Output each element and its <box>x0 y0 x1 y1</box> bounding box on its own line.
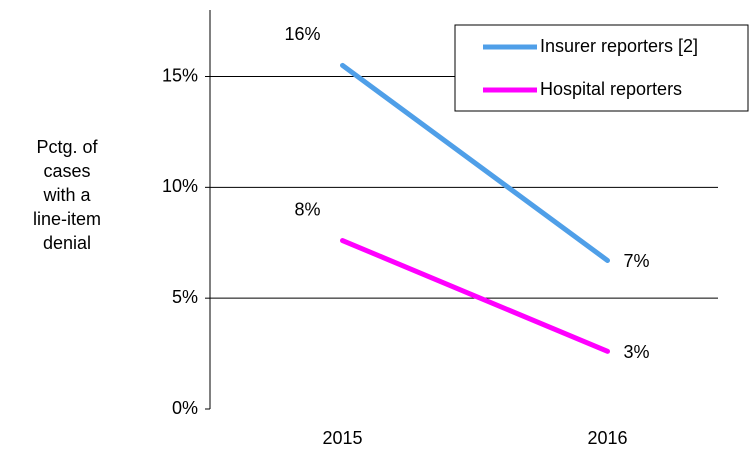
series-line <box>340 62 610 263</box>
data-label: 8% <box>294 199 320 219</box>
series-line <box>340 238 610 354</box>
y-axis-label-line: cases <box>43 161 90 181</box>
legend-label: Insurer reporters [2] <box>540 36 698 56</box>
y-tick-label: 5% <box>172 287 198 307</box>
legend-label: Hospital reporters <box>540 79 682 99</box>
y-axis-label-line: line-item <box>33 209 101 229</box>
x-tick-label: 2016 <box>587 428 627 448</box>
y-axis-label-line: denial <box>43 233 91 253</box>
y-axis-label-line: Pctg. of <box>36 137 98 157</box>
y-axis-label: Pctg. of cases with a line-item denial <box>33 137 101 253</box>
y-tick-label: 15% <box>162 65 198 85</box>
legend-box <box>454 24 749 112</box>
data-label: 16% <box>284 24 320 44</box>
data-label: 3% <box>624 342 650 362</box>
x-tick-label: 2015 <box>322 428 362 448</box>
y-axis-label-line: with a <box>42 185 91 205</box>
data-label: 7% <box>624 251 650 271</box>
y-tick-label: 0% <box>172 398 198 418</box>
y-tick-label: 10% <box>162 176 198 196</box>
